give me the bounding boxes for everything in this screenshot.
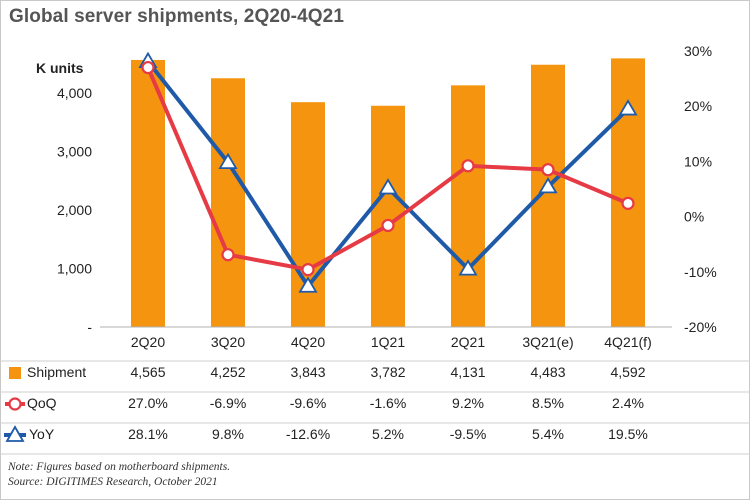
- yoy-value-4Q20: -12.6%: [286, 426, 330, 442]
- yoy-value-1Q21: 5.2%: [372, 426, 404, 442]
- qoq-point-3Q20: [221, 248, 235, 262]
- lines-group: [138, 51, 638, 293]
- qoq-point-1Q21: [381, 218, 395, 233]
- y-right-tick-label: 0%: [684, 209, 704, 225]
- qoq-point-4Q20: [301, 262, 315, 277]
- bar-2Q20: [131, 59, 165, 327]
- source-line: Source: DIGITIMES Research, October 2021: [8, 476, 218, 488]
- legend-qoq-marker: [8, 397, 22, 411]
- y-left-axis-label: K units: [36, 60, 84, 76]
- shipment-value-2Q21: 4,131: [450, 364, 485, 380]
- x-tick-label-3Q21(e): 3Q21(e): [522, 334, 573, 350]
- legend-label-yoy: YoY: [29, 426, 55, 442]
- shipment-value-2Q20: 4,565: [130, 364, 165, 380]
- bar-2Q21: [451, 85, 485, 327]
- x-tick-label-2Q21: 2Q21: [451, 334, 485, 350]
- qoq-value-4Q20: -9.6%: [290, 395, 327, 411]
- qoq-value-3Q20: -6.9%: [210, 395, 247, 411]
- qoq-point-2Q20: [141, 60, 155, 75]
- y-right-tick-label: 20%: [684, 98, 712, 114]
- qoq-point-2Q21: [461, 159, 475, 173]
- shipment-value-1Q21: 3,782: [370, 364, 405, 380]
- yoy-point-4Q21(f): [618, 99, 638, 116]
- x-tick-label-1Q21: 1Q21: [371, 334, 405, 350]
- legend-yoy-marker: [5, 425, 25, 442]
- legend-label-qoq: QoQ: [27, 395, 57, 411]
- y-right-tick-label: -10%: [684, 264, 717, 280]
- x-tick-label-2Q20: 2Q20: [131, 334, 165, 350]
- yoy-value-2Q20: 28.1%: [128, 426, 168, 442]
- qoq-point-4Q21(f): [621, 196, 635, 210]
- qoq-point-3Q21(e): [541, 163, 555, 177]
- y-right-tick-label: -20%: [684, 319, 717, 335]
- yoy-point-1Q21: [378, 178, 398, 195]
- note-line: Note: Figures based on motherboard shipm…: [8, 461, 231, 473]
- legend-shipment-swatch: [9, 367, 21, 379]
- shipment-value-3Q20: 4,252: [210, 364, 245, 380]
- yoy-value-4Q21(f): 19.5%: [608, 426, 648, 442]
- data-table: Shipment 4,565 4,252 3,843 3,782 4,131 4,483 4,…: [0, 360, 750, 455]
- bar-4Q20: [291, 102, 325, 327]
- y-left-tick-label: 2,000: [57, 202, 92, 218]
- bar-4Q21(f): [611, 58, 645, 327]
- yoy-point-3Q21(e): [538, 177, 558, 194]
- y-left-tick-label: 3,000: [57, 144, 92, 160]
- yoy-point-4Q20: [298, 276, 318, 293]
- bar-3Q21(e): [531, 64, 565, 327]
- y-left-tick-label: 1,000: [57, 261, 92, 277]
- chart-svg: - 1,000 2,000 3,000 4,000 K units -20% -10% 0% 10…: [0, 43, 750, 455]
- x-tick-label-3Q20: 3Q20: [211, 334, 245, 350]
- footnotes: Note: Figures based on motherboard shipm…: [8, 460, 230, 490]
- yoy-value-3Q20: 9.8%: [212, 426, 244, 442]
- yoy-point-2Q21: [458, 259, 478, 276]
- yoy-point-3Q20: [218, 152, 238, 170]
- legend-label-shipment: Shipment: [27, 364, 86, 380]
- x-tick-label-4Q21(f): 4Q21(f): [604, 334, 651, 350]
- qoq-value-2Q20: 27.0%: [128, 395, 168, 411]
- shipment-value-4Q20: 3,843: [290, 364, 325, 380]
- qoq-value-3Q21(e): 8.5%: [532, 395, 564, 411]
- y-left-tick-label: 4,000: [57, 85, 92, 101]
- x-tick-label-4Q20: 4Q20: [291, 334, 325, 350]
- yoy-value-2Q21: -9.5%: [450, 426, 487, 442]
- bar-3Q20: [211, 78, 245, 328]
- y-right-tick-label: 30%: [684, 43, 712, 59]
- qoq-value-4Q21(f): 2.4%: [612, 395, 644, 411]
- shipment-value-3Q21(e): 4,483: [530, 364, 565, 380]
- chart-title: Global server shipments, 2Q20-4Q21: [9, 6, 344, 27]
- y-right-tick-label: 10%: [684, 153, 712, 169]
- qoq-value-1Q21: -1.6%: [370, 395, 407, 411]
- shipment-value-4Q21(f): 4,592: [610, 364, 645, 380]
- axes-group: - 1,000 2,000 3,000 4,000 K units -20% -10% 0% 10…: [36, 43, 717, 350]
- yoy-value-3Q21(e): 5.4%: [532, 426, 564, 442]
- qoq-value-2Q21: 9.2%: [452, 395, 484, 411]
- y-left-tick-label: -: [87, 319, 92, 335]
